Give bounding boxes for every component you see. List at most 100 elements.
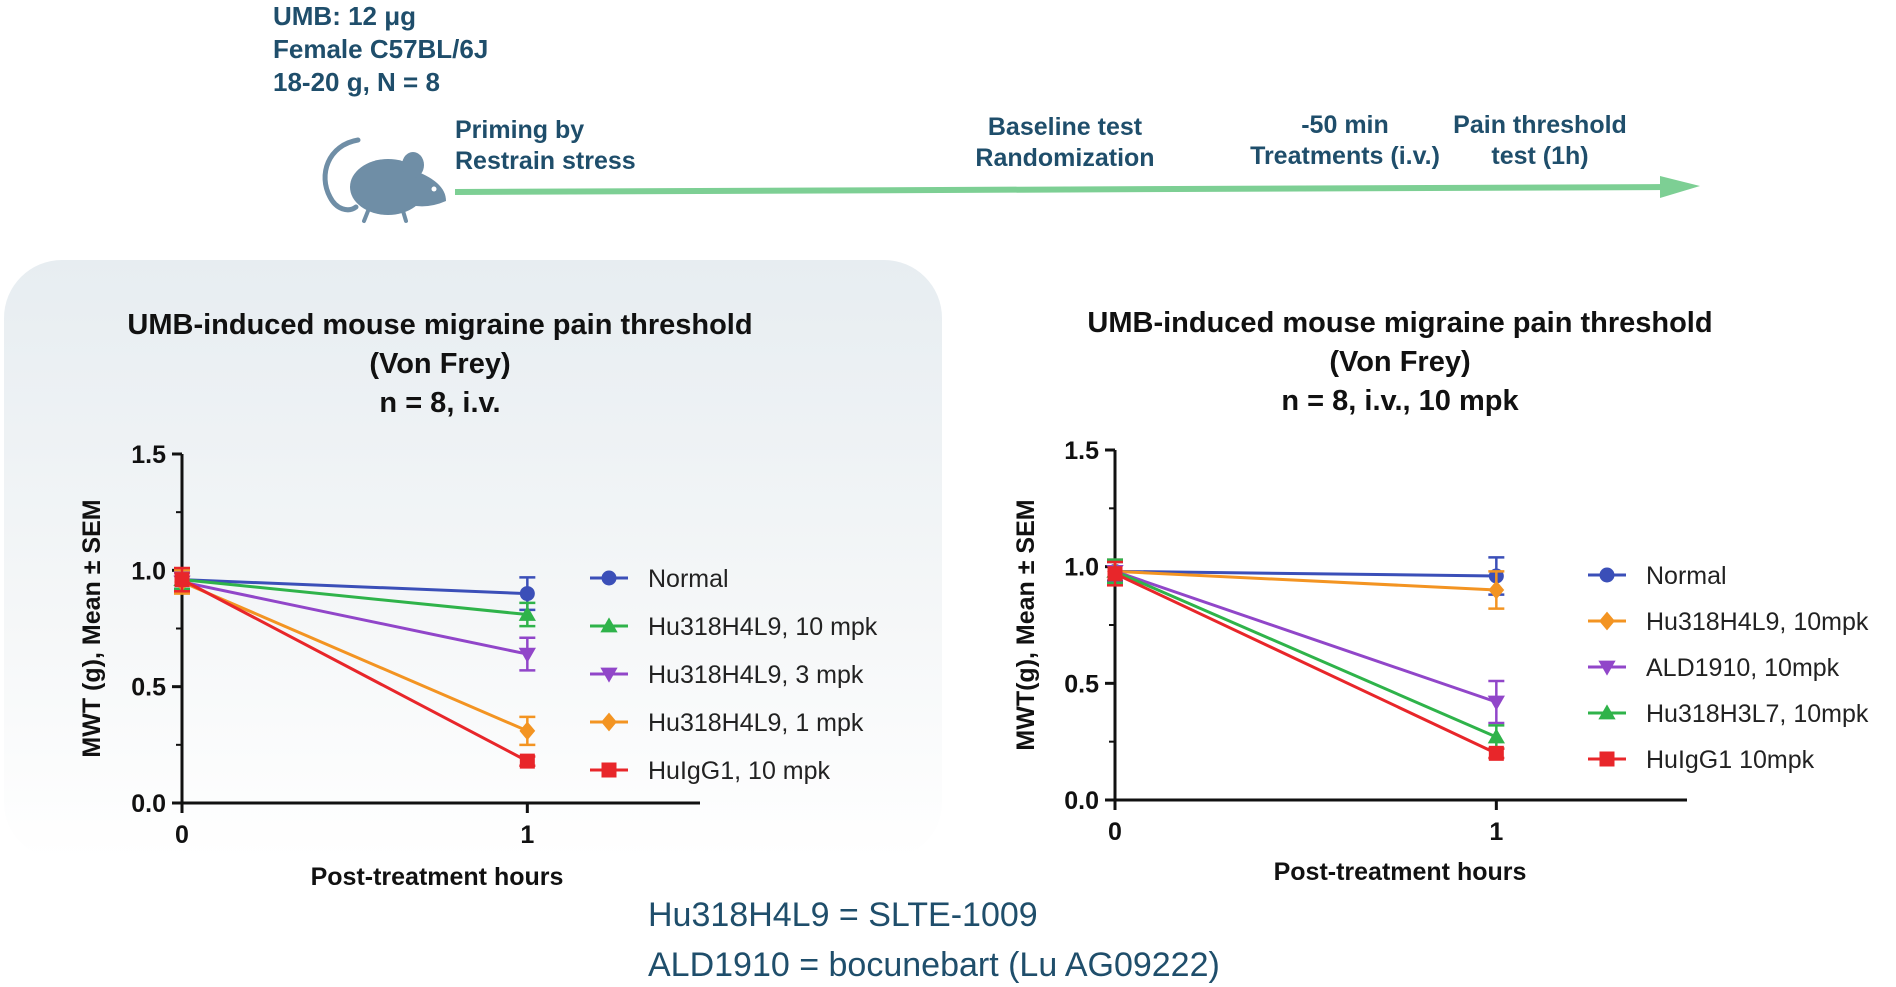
legend-entry: Hu318H4L9, 3 mpk bbox=[590, 661, 864, 689]
legend-entry: Hu318H4L9, 10 mpk bbox=[590, 613, 878, 641]
left-panel-background bbox=[4, 260, 942, 860]
legend-label: HuIgG1, 10 mpk bbox=[648, 757, 831, 785]
legend-label: Normal bbox=[1646, 562, 1727, 590]
chart-title-line: UMB-induced mouse migraine pain threshol… bbox=[127, 309, 753, 341]
legend-label: HuIgG1 10mpk bbox=[1646, 746, 1815, 774]
y-tick-label: 0.0 bbox=[131, 790, 166, 818]
legend-label: Hu318H4L9, 3 mpk bbox=[648, 661, 864, 689]
series bbox=[1107, 558, 1505, 610]
series bbox=[174, 566, 536, 769]
series-line bbox=[1114, 569, 1497, 592]
series-line bbox=[181, 578, 529, 763]
legend-marker bbox=[601, 570, 617, 586]
data-point bbox=[1107, 566, 1123, 582]
note-line: Hu318H4L9 = SLTE-1009 bbox=[648, 896, 1038, 934]
timeline-step-line: Priming by bbox=[455, 116, 585, 144]
legend-entry: Hu318H4L9, 10mpk bbox=[1588, 608, 1869, 636]
protocol-line: UMB: 12 μg bbox=[273, 1, 417, 31]
data-point bbox=[1488, 580, 1505, 600]
x-axis-label: Post-treatment hours bbox=[1274, 858, 1527, 886]
chart-title-line: (Von Frey) bbox=[369, 348, 511, 380]
series-line bbox=[1114, 572, 1497, 755]
note-line: ALD1910 = bocunebart (Lu AG09222) bbox=[648, 946, 1220, 984]
legend-label: Hu318H3L7, 10mpk bbox=[1646, 700, 1869, 728]
legend-marker bbox=[601, 712, 617, 732]
legend-label: ALD1910, 10mpk bbox=[1646, 654, 1840, 682]
timeline-step-priming: Priming by Restrain stress bbox=[455, 115, 636, 177]
legend-entry: Hu318H3L7, 10mpk bbox=[1588, 700, 1869, 728]
series-line bbox=[1114, 569, 1497, 739]
legend-marker bbox=[1598, 660, 1616, 676]
protocol-line: Female C57BL/6J bbox=[273, 34, 489, 64]
x-tick-label: 1 bbox=[1489, 818, 1503, 846]
chart2-title: UMB-induced mouse migraine pain threshol… bbox=[1000, 304, 1800, 421]
timeline-step-line: Restrain stress bbox=[455, 147, 636, 175]
series-line bbox=[1114, 569, 1497, 578]
data-point bbox=[518, 647, 536, 663]
x-tick-label: 0 bbox=[175, 821, 189, 849]
legend-entry: Normal bbox=[590, 565, 729, 593]
legend-marker bbox=[1599, 751, 1615, 767]
timeline-step-line: Pain threshold bbox=[1453, 111, 1627, 139]
timeline-step-test: Pain threshold test (1h) bbox=[1440, 110, 1640, 172]
y-tick-label: 0.5 bbox=[131, 674, 166, 702]
y-tick-label: 1.5 bbox=[1064, 437, 1099, 465]
legend-entry: HuIgG1, 10 mpk bbox=[590, 757, 831, 785]
y-axis-label: MWT(g), Mean ± SEM bbox=[1012, 499, 1040, 750]
timeline-step-line: -50 min bbox=[1301, 111, 1389, 139]
data-point bbox=[1487, 728, 1505, 744]
timeline-step-baseline: Baseline test Randomization bbox=[960, 112, 1170, 174]
x-tick-label: 1 bbox=[520, 821, 534, 849]
series bbox=[1106, 558, 1505, 725]
series-line bbox=[181, 578, 528, 617]
series-line bbox=[181, 580, 528, 733]
series-line bbox=[1114, 569, 1497, 704]
data-point bbox=[519, 753, 535, 769]
data-point bbox=[519, 586, 535, 602]
timeline-step-treatment: -50 min Treatments (i.v.) bbox=[1225, 110, 1465, 172]
data-point bbox=[519, 721, 536, 741]
legend-marker bbox=[600, 617, 618, 633]
timeline-step-line: test (1h) bbox=[1491, 142, 1589, 170]
legend-entry: ALD1910, 10mpk bbox=[1588, 654, 1840, 682]
y-axis-label: MWT (g), Mean ± SEM bbox=[78, 499, 106, 757]
legend-label: Normal bbox=[648, 565, 729, 593]
chart-title-line: n = 8, i.v., 10 mpk bbox=[1281, 385, 1519, 417]
chart1: 0.0 0.5 1.0 1.5 0 1 MWT (g), Mean ± SEM Post-tr… bbox=[78, 441, 878, 891]
y-tick-label: 0.0 bbox=[1064, 787, 1099, 815]
protocol-info: UMB: 12 μg Female C57BL/6J 18-20 g, N = … bbox=[273, 0, 488, 99]
legend-entry: Normal bbox=[1588, 562, 1727, 590]
data-point bbox=[1488, 745, 1504, 761]
legend-marker bbox=[601, 762, 617, 778]
chart2: 0.0 0.5 1.0 1.5 0 1 MWT(g), Mean ± SEM Post-tre… bbox=[1012, 437, 1869, 886]
chart-title-line: n = 8, i.v. bbox=[379, 387, 501, 419]
protocol-line: 18-20 g, N = 8 bbox=[273, 67, 440, 97]
chart-title-line: (Von Frey) bbox=[1329, 346, 1471, 378]
data-point bbox=[1487, 695, 1505, 711]
legend-label: Hu318H4L9, 10mpk bbox=[1646, 608, 1869, 636]
x-tick-label: 0 bbox=[1108, 818, 1122, 846]
legend-label: Hu318H4L9, 10 mpk bbox=[648, 613, 878, 641]
timeline-step-line: Baseline test bbox=[987, 113, 1143, 141]
mouse-icon bbox=[322, 137, 446, 223]
y-tick-label: 1.5 bbox=[131, 441, 166, 469]
timeline-step-line: Randomization bbox=[975, 144, 1155, 172]
legend-entry: Hu318H4L9, 1 mpk bbox=[590, 709, 864, 737]
legend-marker bbox=[600, 667, 618, 683]
data-point bbox=[518, 605, 536, 621]
y-tick-label: 0.5 bbox=[1064, 670, 1099, 698]
legend-label: Hu318H4L9, 1 mpk bbox=[648, 709, 864, 737]
y-tick-label: 1.0 bbox=[131, 557, 166, 585]
legend-marker bbox=[1598, 704, 1616, 720]
chart1-title: UMB-induced mouse migraine pain threshol… bbox=[40, 306, 840, 423]
legend-entry: HuIgG1 10mpk bbox=[1588, 746, 1815, 774]
series bbox=[1107, 560, 1505, 761]
x-axis-label: Post-treatment hours bbox=[311, 863, 564, 891]
chart-title-line: UMB-induced mouse migraine pain threshol… bbox=[1087, 307, 1713, 339]
timeline-step-line: Treatments (i.v.) bbox=[1250, 142, 1440, 170]
timeline-arrow bbox=[455, 176, 1700, 198]
legend-marker bbox=[1599, 611, 1615, 631]
data-point bbox=[174, 572, 190, 588]
series-line bbox=[181, 578, 528, 596]
legend-marker bbox=[1599, 567, 1615, 583]
